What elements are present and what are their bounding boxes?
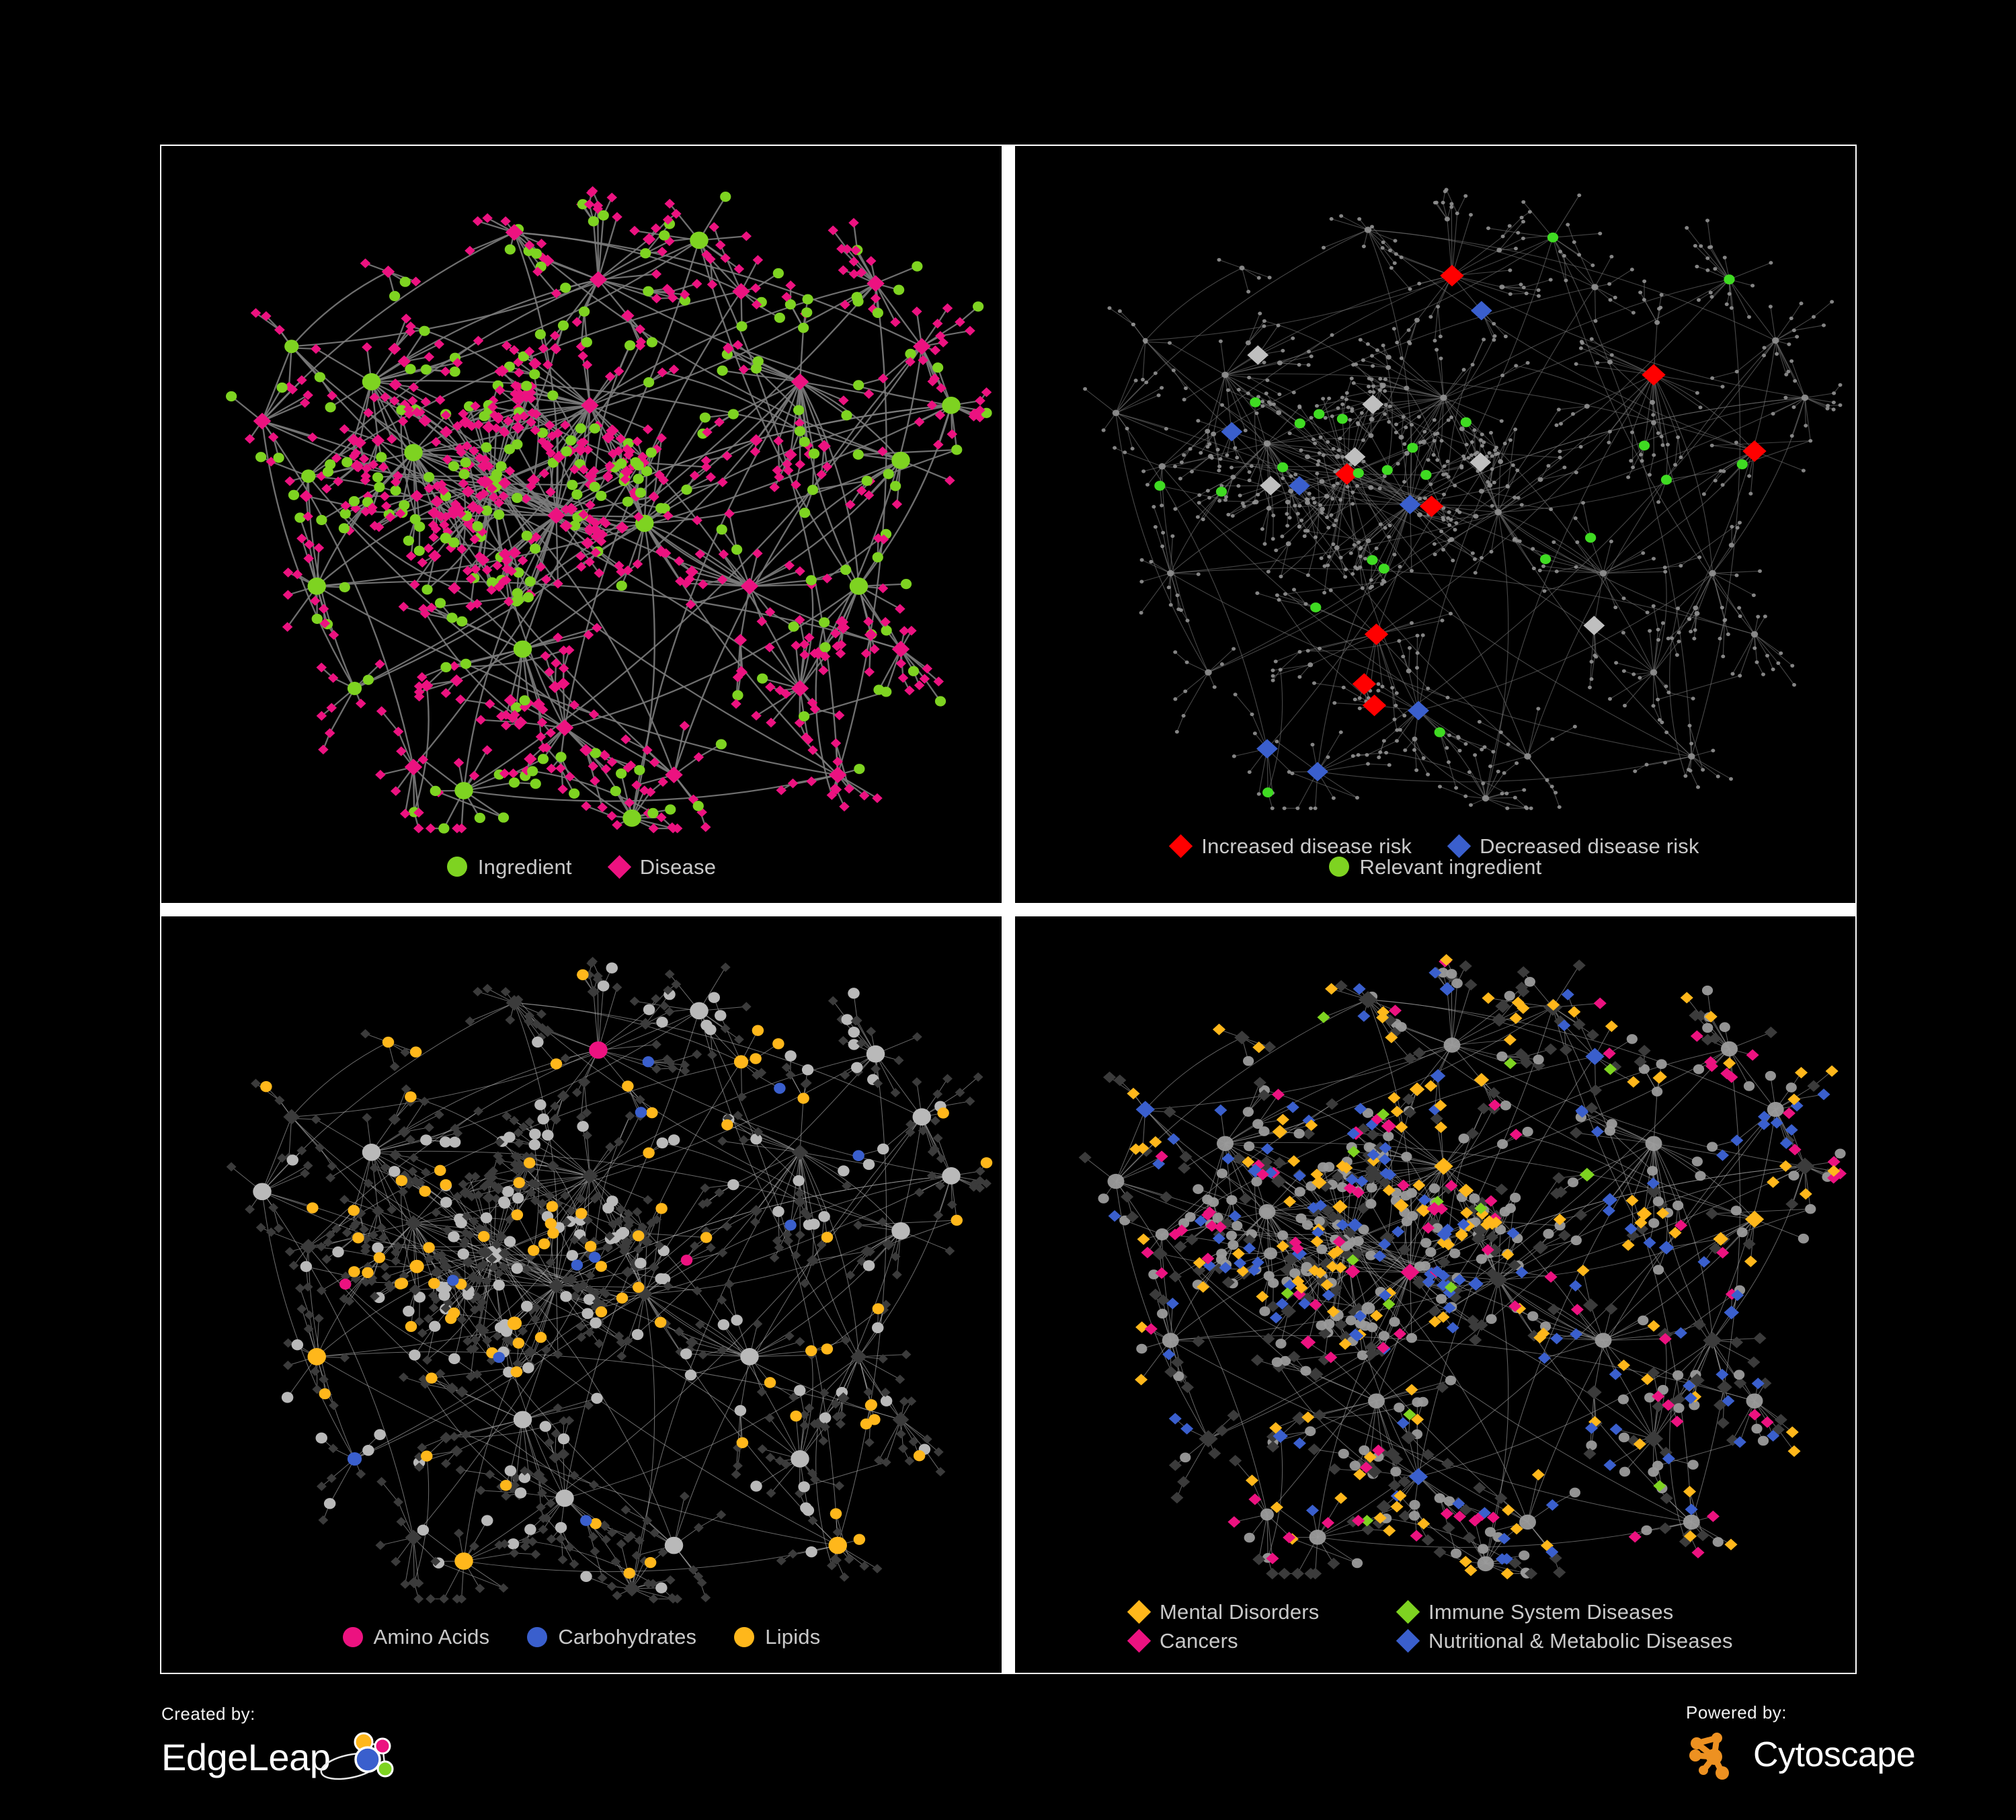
legend-label: Disease: [639, 855, 717, 879]
created-by-edgeleap-brand[interactable]: Created by: EdgeLeap: [161, 1704, 400, 1788]
legend-label: Lipids: [765, 1625, 821, 1649]
legend-nutrient-classes: Amino Acids Carbohydrates Lipids: [161, 1624, 1002, 1673]
legend-item-nutritional-metabolic-diseases[interactable]: Nutritional & Metabolic Diseases: [1396, 1628, 1815, 1653]
amino-acids-circle-icon: [342, 1626, 363, 1647]
footer: Created by: EdgeLeap Powered by: [0, 1678, 2016, 1820]
legend-label: Ingredient: [477, 855, 572, 879]
powered-by-kicker: Powered by:: [1686, 1702, 1787, 1723]
legend-label: Cancers: [1160, 1629, 1238, 1653]
network-canvas-disease-risk[interactable]: [1015, 146, 1855, 833]
legend-label: Amino Acids: [373, 1625, 490, 1649]
figure-grid: Ingredient Disease Increased disease ris…: [160, 145, 1857, 1674]
relevant-ingredient-circle-icon: [1328, 857, 1349, 877]
legend-label: Decreased disease risk: [1480, 834, 1699, 858]
powered-by-cytoscape-brand[interactable]: Powered by:: [1686, 1702, 1916, 1784]
decreased-risk-diamond-icon: [1447, 834, 1471, 858]
legend-item-relevant-ingredient[interactable]: Relevant ingredient: [1328, 855, 1542, 879]
created-by-kicker: Created by:: [161, 1704, 255, 1724]
legend-item-immune-system-diseases[interactable]: Immune System Diseases: [1396, 1599, 1815, 1624]
network-svg: [226, 186, 992, 834]
legend-label: Immune System Diseases: [1428, 1600, 1674, 1624]
nutritional-metabolic-diseases-diamond-icon: [1396, 1628, 1420, 1653]
legend-label: Nutritional & Metabolic Diseases: [1428, 1629, 1733, 1653]
immune-system-diseases-diamond-icon: [1396, 1599, 1420, 1624]
cytoscape-wordmark: Cytoscape: [1753, 1735, 1916, 1774]
cancers-diamond-icon: [1127, 1628, 1152, 1653]
edgeleap-wordmark: EdgeLeap: [161, 1736, 331, 1778]
panel-nutrient-classes[interactable]: Amino Acids Carbohydrates Lipids: [160, 914, 1003, 1674]
legend-label: Relevant ingredient: [1359, 855, 1542, 879]
increased-risk-diamond-icon: [1169, 834, 1193, 858]
panel-ingredient-disease[interactable]: Ingredient Disease: [160, 145, 1003, 904]
carbohydrates-circle-icon: [527, 1626, 548, 1647]
network-canvas-nutrient-classes[interactable]: [161, 916, 1002, 1624]
network-svg: [1083, 188, 1843, 810]
disease-diamond-icon: [607, 855, 631, 879]
legend-item-amino-acids[interactable]: Amino Acids: [342, 1625, 490, 1649]
legend-item-increased-risk[interactable]: Increased disease risk: [1169, 834, 1412, 858]
edgeleap-network-logo-icon: [319, 1727, 400, 1788]
legend-disease-risk: Increased disease risk Decreased disease…: [1015, 833, 1855, 903]
legend-item-carbohydrates[interactable]: Carbohydrates: [527, 1626, 696, 1647]
panel-disease-risk[interactable]: Increased disease risk Decreased disease…: [1014, 145, 1857, 904]
legend-item-lipids[interactable]: Lipids: [734, 1626, 820, 1647]
legend-item-cancers[interactable]: Cancers: [1127, 1628, 1398, 1653]
legend-disease-classes: Mental Disorders Immune System Diseases …: [1015, 1597, 1855, 1673]
legend-ingredient-disease: Ingredient Disease: [161, 854, 1002, 903]
network-svg: [226, 956, 993, 1604]
network-canvas-ingredient-disease[interactable]: [161, 146, 1002, 854]
lipids-circle-icon: [734, 1626, 755, 1647]
network-canvas-disease-classes[interactable]: [1015, 916, 1855, 1598]
legend-item-decreased-risk[interactable]: Decreased disease risk: [1447, 834, 1699, 858]
network-svg: [1078, 953, 1847, 1579]
legend-item-mental-disorders[interactable]: Mental Disorders: [1127, 1599, 1398, 1624]
mental-disorders-diamond-icon: [1127, 1599, 1152, 1624]
panel-disease-classes[interactable]: Mental Disorders Immune System Diseases …: [1014, 914, 1857, 1674]
legend-item-disease[interactable]: Disease: [607, 855, 717, 879]
ingredient-circle-icon: [446, 857, 467, 877]
legend-label: Increased disease risk: [1201, 834, 1412, 858]
legend-label: Mental Disorders: [1160, 1600, 1320, 1624]
legend-item-ingredient[interactable]: Ingredient: [446, 855, 572, 879]
legend-label: Carbohydrates: [558, 1625, 697, 1649]
cytoscape-logo-icon: [1686, 1726, 1744, 1784]
